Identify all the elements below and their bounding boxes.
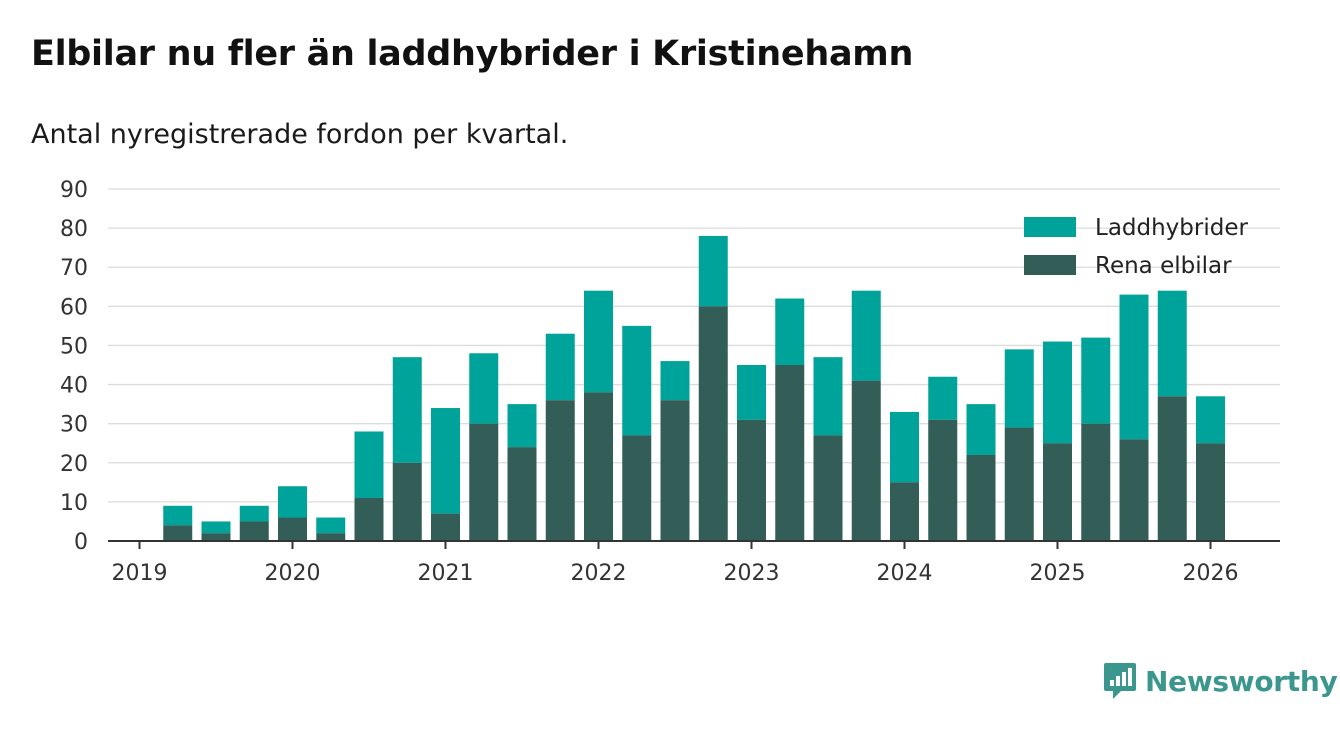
y-tick-label: 40 <box>60 374 88 399</box>
x-tick-label: 2024 <box>877 561 933 586</box>
bar-rena-elbilar <box>1196 443 1225 541</box>
y-tick-label: 10 <box>60 491 88 516</box>
bar-rena-elbilar <box>354 497 384 541</box>
chart-title: Elbilar nu fler än laddhybrider i Kristi… <box>31 34 914 74</box>
y-tick-label: 20 <box>60 452 88 477</box>
bar-rena-elbilar <box>278 517 307 541</box>
bar-rena-elbilar <box>775 365 805 541</box>
bar-rena-elbilar <box>545 400 575 541</box>
bar-laddhybrider <box>354 431 384 498</box>
bar-laddhybrider <box>1119 294 1149 440</box>
legend-swatch <box>1024 255 1076 275</box>
bar-laddhybrider <box>1004 349 1034 428</box>
bar-rena-elbilar <box>469 423 499 541</box>
bar-rena-elbilar <box>1157 396 1187 541</box>
bar-laddhybrider <box>660 361 690 401</box>
bar-rena-elbilar <box>1119 439 1149 541</box>
brand-name: Newsworthy <box>1145 664 1338 698</box>
bar-laddhybrider <box>469 353 499 424</box>
x-tick-label: 2026 <box>1183 561 1239 586</box>
bar-laddhybrider <box>239 505 269 522</box>
bar-rena-elbilar <box>1043 443 1072 541</box>
legend-label: Laddhybrider <box>1095 215 1248 241</box>
y-tick-label: 0 <box>74 530 88 555</box>
bar-laddhybrider <box>584 290 613 393</box>
y-tick-label: 30 <box>60 413 88 438</box>
bar-laddhybrider <box>928 376 958 420</box>
bar-laddhybrider <box>622 325 652 436</box>
bar-rena-elbilar <box>737 419 766 541</box>
bar-laddhybrider <box>698 235 728 307</box>
legend-swatch <box>1024 217 1076 237</box>
bar-laddhybrider <box>431 408 460 514</box>
legend-label: Rena elbilar <box>1095 253 1232 279</box>
bar-laddhybrider <box>737 365 766 420</box>
y-tick-label: 70 <box>60 256 88 281</box>
bar-rena-elbilar <box>851 380 881 541</box>
x-tick-label: 2020 <box>265 561 321 586</box>
newsworthy-logo-icon <box>1104 663 1136 699</box>
bar-laddhybrider <box>1196 396 1225 444</box>
bar-laddhybrider <box>507 404 537 448</box>
bar-rena-elbilar <box>507 447 537 541</box>
bar-rena-elbilar <box>163 525 193 541</box>
bar-laddhybrider <box>392 357 422 463</box>
newsworthy-logo: Newsworthy <box>1103 662 1338 700</box>
bar-laddhybrider <box>316 517 346 534</box>
y-tick-label: 50 <box>60 334 88 359</box>
bar-rena-elbilar <box>1081 423 1111 541</box>
bar-rena-elbilar <box>698 306 728 541</box>
bar-laddhybrider <box>813 357 843 436</box>
bar-laddhybrider <box>775 298 805 365</box>
bar-laddhybrider <box>1081 337 1111 424</box>
x-tick-label: 2023 <box>724 561 780 586</box>
bar-laddhybrider <box>163 505 193 526</box>
y-tick-label: 90 <box>60 178 88 203</box>
chart-subtitle: Antal nyregistrerade fordon per kvartal. <box>31 119 569 150</box>
bar-rena-elbilar <box>431 513 460 541</box>
bar-rena-elbilar <box>1004 427 1034 541</box>
bar-rena-elbilar <box>928 419 958 541</box>
bar-rena-elbilar <box>966 454 996 541</box>
bar-laddhybrider <box>851 290 881 381</box>
y-tick-label: 80 <box>60 217 88 242</box>
x-tick-label: 2025 <box>1030 561 1086 586</box>
x-tick-label: 2022 <box>571 561 627 586</box>
bar-laddhybrider <box>890 411 919 483</box>
bar-laddhybrider <box>278 486 307 518</box>
x-tick-label: 2019 <box>112 561 168 586</box>
bar-rena-elbilar <box>392 462 422 541</box>
bar-rena-elbilar <box>813 435 843 541</box>
bar-rena-elbilar <box>239 521 269 541</box>
bar-laddhybrider <box>1157 290 1187 397</box>
bar-laddhybrider <box>201 521 231 534</box>
x-tick-label: 2021 <box>418 561 474 586</box>
bar-laddhybrider <box>545 333 575 401</box>
bar-rena-elbilar <box>584 392 613 541</box>
bar-rena-elbilar <box>201 533 231 541</box>
bar-rena-elbilar <box>622 435 652 541</box>
y-tick-label: 60 <box>60 295 88 320</box>
bar-rena-elbilar <box>316 533 346 541</box>
bar-rena-elbilar <box>660 400 690 541</box>
bar-rena-elbilar <box>890 482 919 541</box>
bar-laddhybrider <box>1043 341 1072 444</box>
bar-laddhybrider <box>966 404 996 455</box>
